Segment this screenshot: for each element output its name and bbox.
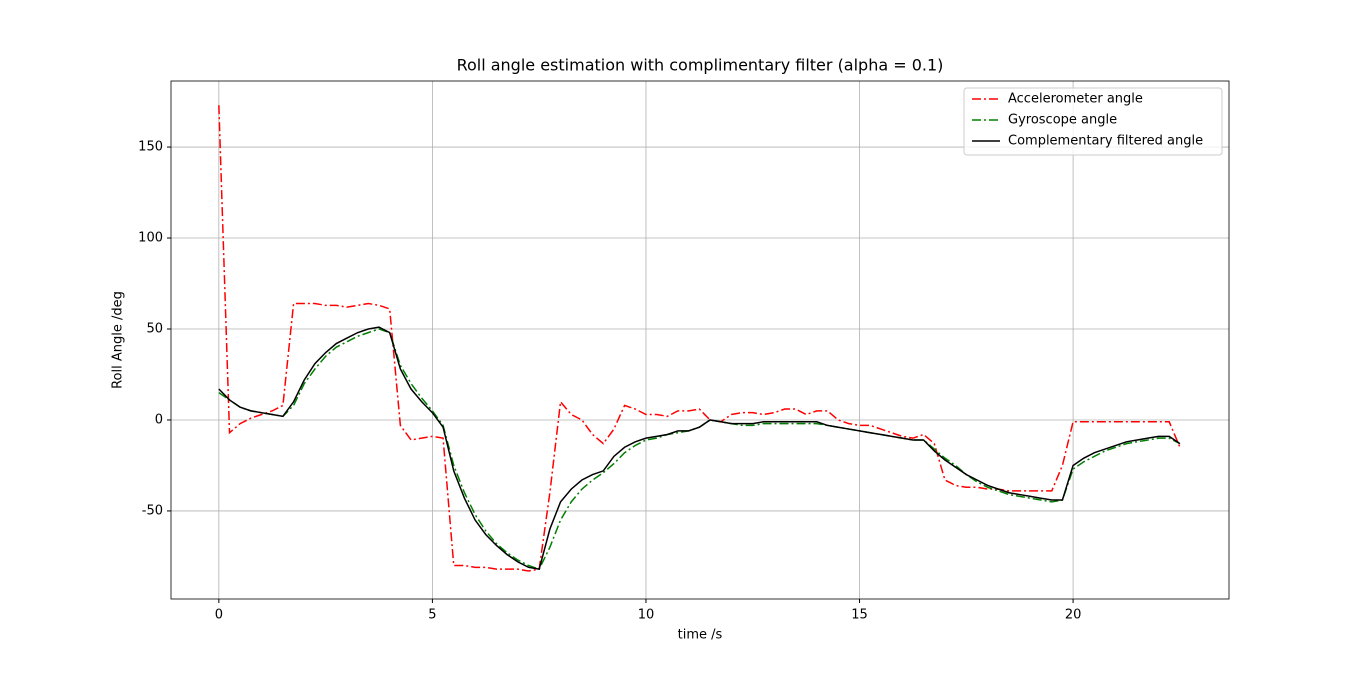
data-line xyxy=(218,328,1181,571)
x-tick-label: 0 xyxy=(215,608,223,623)
data-line xyxy=(218,326,1181,571)
data-line xyxy=(218,105,1181,572)
chart-title: Roll angle estimation with complimentary… xyxy=(457,56,944,75)
plot-frame xyxy=(170,80,1230,600)
y-tick-label: 50 xyxy=(146,321,163,336)
x-tick-label: 20 xyxy=(1065,608,1082,623)
x-tick-label: 15 xyxy=(851,608,868,623)
y-tick-label: 100 xyxy=(138,231,163,246)
y-tick-label: 150 xyxy=(138,140,163,155)
y-tick-label: -50 xyxy=(142,503,163,518)
legend-label: Gyroscope angle xyxy=(1008,113,1117,128)
x-tick-label: 10 xyxy=(638,608,655,623)
y-tick-label: 0 xyxy=(155,412,163,427)
legend-label: Accelerometer angle xyxy=(1008,92,1143,107)
y-axis-label: Roll Angle /deg xyxy=(111,291,126,389)
legend-box xyxy=(963,87,1223,156)
x-tick-label: 5 xyxy=(428,608,436,623)
legend-label: Complementary filtered angle xyxy=(1008,134,1203,149)
x-axis-label: time /s xyxy=(678,628,723,643)
